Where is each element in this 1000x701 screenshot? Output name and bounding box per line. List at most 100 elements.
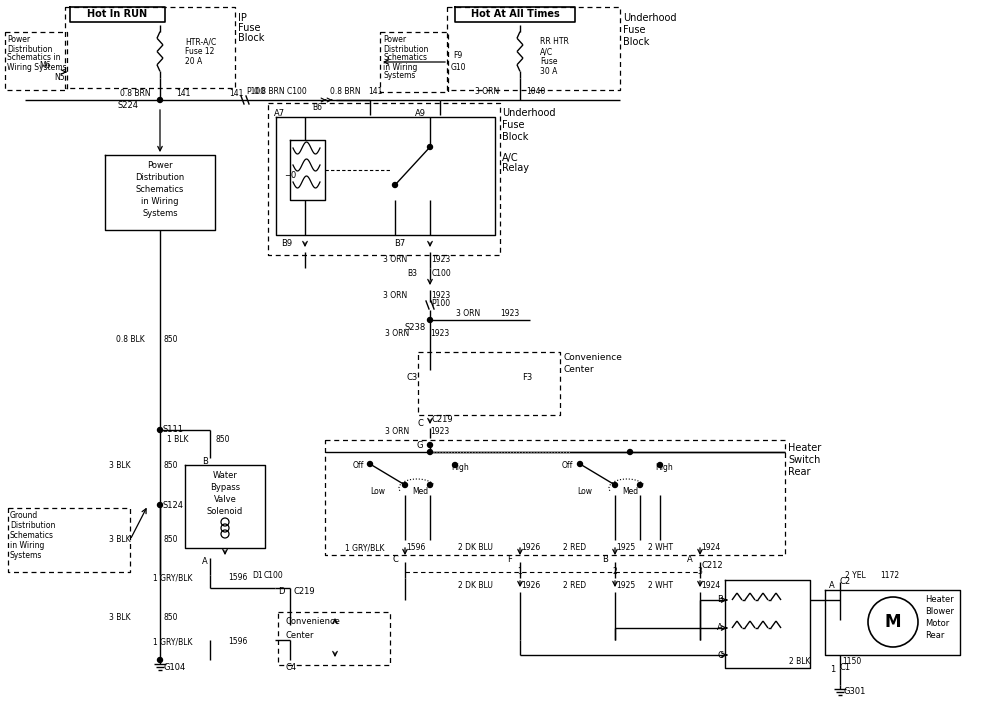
Text: G: G [417, 440, 423, 449]
Text: 3 ORN: 3 ORN [383, 292, 407, 301]
Text: Switch: Switch [788, 455, 820, 465]
Text: Fuse: Fuse [623, 25, 646, 35]
Circle shape [368, 461, 372, 466]
Circle shape [868, 597, 918, 647]
Text: Convenience: Convenience [563, 353, 622, 362]
Circle shape [158, 658, 162, 662]
Text: 20 A: 20 A [185, 57, 202, 67]
Circle shape [158, 503, 162, 508]
Text: 3 ORN: 3 ORN [383, 255, 407, 264]
Circle shape [428, 144, 432, 149]
Text: A/C: A/C [502, 153, 519, 163]
Text: 2 YEL: 2 YEL [845, 571, 865, 580]
Text: 141: 141 [176, 88, 190, 97]
Text: HTR-A/C: HTR-A/C [185, 37, 216, 46]
Text: Schematics: Schematics [136, 184, 184, 193]
Text: Distribution: Distribution [383, 44, 428, 53]
Text: Wiring Systems: Wiring Systems [7, 62, 67, 72]
Text: 1 GRY/BLK: 1 GRY/BLK [153, 637, 193, 646]
Text: 1924: 1924 [701, 582, 720, 590]
Text: 1925: 1925 [616, 582, 635, 590]
Text: 3 BLK: 3 BLK [109, 461, 131, 470]
Text: C100: C100 [263, 571, 283, 580]
Text: D1: D1 [253, 571, 263, 580]
Text: Bypass: Bypass [210, 484, 240, 493]
Text: Hot In RUN: Hot In RUN [87, 9, 147, 19]
Text: Solenoid: Solenoid [207, 508, 243, 517]
Text: F: F [508, 555, 512, 564]
Text: 2 RED: 2 RED [563, 543, 587, 552]
Text: Rear: Rear [925, 632, 944, 641]
Text: A/C: A/C [540, 48, 553, 57]
Text: 3 ORN: 3 ORN [456, 308, 480, 318]
Text: 3 ORN: 3 ORN [475, 86, 499, 95]
Text: A: A [687, 555, 693, 564]
Text: 2 WHT: 2 WHT [648, 582, 672, 590]
Text: S238: S238 [404, 323, 426, 332]
Text: C: C [392, 555, 398, 564]
Circle shape [392, 182, 398, 187]
Text: 0.8 BRN C100: 0.8 BRN C100 [254, 86, 306, 95]
Text: 141: 141 [368, 86, 382, 95]
Text: Power: Power [383, 36, 406, 44]
Text: Schematics: Schematics [383, 53, 427, 62]
Text: Off: Off [561, 461, 573, 470]
Text: C: C [417, 418, 423, 428]
Text: Power: Power [147, 161, 173, 170]
Text: 1172: 1172 [880, 571, 899, 580]
Text: 1: 1 [830, 665, 835, 674]
Text: Hot At All Times: Hot At All Times [471, 9, 559, 19]
Text: M: M [885, 613, 901, 631]
Text: 1596: 1596 [406, 543, 425, 552]
Text: −0: −0 [284, 170, 296, 179]
Circle shape [402, 482, 408, 487]
Text: Schematics in: Schematics in [7, 53, 60, 62]
Text: Convenience: Convenience [285, 618, 340, 627]
Text: 850: 850 [163, 336, 178, 344]
Text: C2: C2 [839, 578, 851, 587]
Text: RR HTR: RR HTR [540, 37, 569, 46]
Text: in Wiring: in Wiring [141, 196, 179, 205]
Text: G104: G104 [164, 664, 186, 672]
Text: Med: Med [412, 487, 428, 496]
Text: F9: F9 [453, 50, 463, 60]
Text: 2 BLK: 2 BLK [789, 658, 811, 667]
Text: B: B [602, 555, 608, 564]
Circle shape [578, 461, 582, 466]
Text: 141: 141 [229, 88, 243, 97]
Text: 2 DK BLU: 2 DK BLU [458, 543, 492, 552]
Text: 2 RED: 2 RED [563, 582, 587, 590]
Text: 1925: 1925 [616, 543, 635, 552]
Text: B: B [717, 596, 723, 604]
Text: Low: Low [370, 487, 386, 496]
Text: 1923: 1923 [431, 292, 451, 301]
Text: Center: Center [285, 630, 314, 639]
Text: C3: C3 [406, 372, 418, 381]
Text: 2 WHT: 2 WHT [648, 543, 672, 552]
Text: Distribution: Distribution [135, 172, 185, 182]
Text: Distribution: Distribution [7, 44, 52, 53]
Text: 0.8 BLK: 0.8 BLK [116, 336, 144, 344]
Text: F3: F3 [522, 372, 532, 381]
Circle shape [428, 482, 432, 487]
Text: Ground: Ground [10, 512, 38, 521]
Text: S124: S124 [162, 501, 184, 510]
Text: 2: 2 [613, 568, 617, 576]
Text: Block: Block [238, 33, 264, 43]
Text: Valve: Valve [214, 496, 236, 505]
Text: 0.8 BRN: 0.8 BRN [120, 88, 150, 97]
Text: C1: C1 [839, 664, 851, 672]
Circle shape [612, 482, 618, 487]
Circle shape [158, 97, 162, 102]
Text: in Wiring: in Wiring [383, 62, 417, 72]
Text: Fuse: Fuse [238, 23, 260, 33]
Text: 2 DK BLU: 2 DK BLU [458, 582, 492, 590]
Text: A9: A9 [415, 109, 426, 118]
Text: Low: Low [578, 487, 592, 496]
Text: C212: C212 [701, 561, 723, 569]
Text: 1923: 1923 [431, 255, 451, 264]
Text: Underhood: Underhood [502, 108, 556, 118]
Text: 1 GRY/BLK: 1 GRY/BLK [345, 543, 385, 552]
Text: Block: Block [502, 132, 528, 142]
Circle shape [428, 442, 432, 447]
